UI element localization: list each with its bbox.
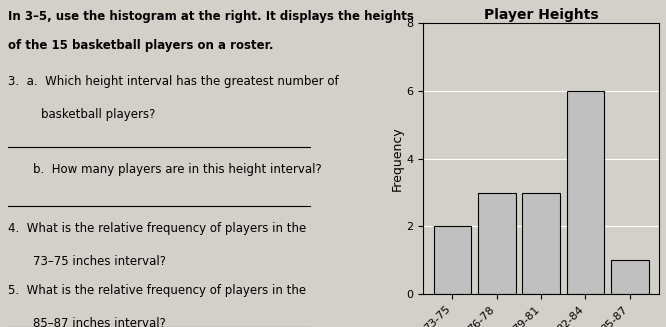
Text: In 3–5, use the histogram at the right. It displays the heights: In 3–5, use the histogram at the right. … [8,10,414,23]
Y-axis label: Frequency: Frequency [390,126,404,191]
Text: 4.  What is the relative frequency of players in the: 4. What is the relative frequency of pla… [8,222,306,235]
Text: 5.  What is the relative frequency of players in the: 5. What is the relative frequency of pla… [8,284,306,298]
Bar [567,91,604,294]
Bar [434,226,472,294]
Bar [478,193,515,294]
Text: basketball players?: basketball players? [41,108,156,121]
Title: Player Heights: Player Heights [484,8,599,22]
Text: 73–75 inches interval?: 73–75 inches interval? [33,255,166,268]
Bar [611,260,649,294]
Text: b.  How many players are in this height interval?: b. How many players are in this height i… [33,164,322,177]
Text: 3.  a.  Which height interval has the greatest number of: 3. a. Which height interval has the grea… [8,75,339,88]
Text: of the 15 basketball players on a roster.: of the 15 basketball players on a roster… [8,39,274,52]
Text: 85–87 inches interval?: 85–87 inches interval? [33,317,166,327]
Bar [522,193,560,294]
